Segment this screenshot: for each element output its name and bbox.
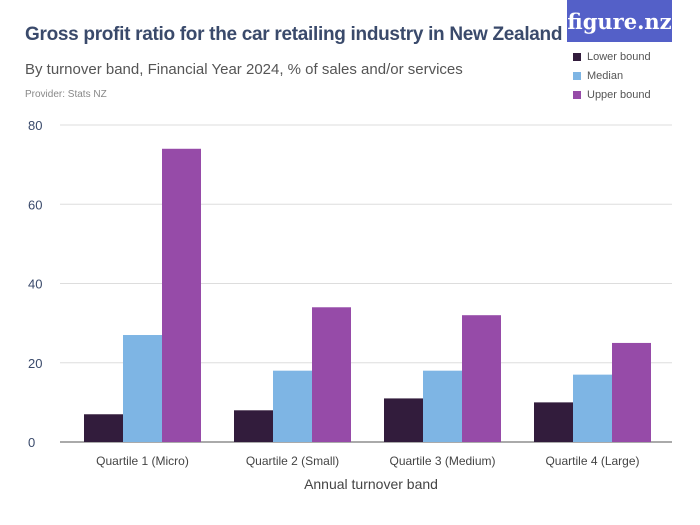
y-tick-label: 60 bbox=[28, 197, 42, 212]
legend-item: Lower bound bbox=[573, 47, 651, 66]
bar[interactable] bbox=[162, 148, 201, 442]
x-tick-label: Quartile 3 (Medium) bbox=[389, 454, 495, 468]
legend-swatch bbox=[573, 71, 581, 80]
bar[interactable] bbox=[234, 410, 273, 442]
legend-label: Upper bound bbox=[587, 88, 651, 101]
x-tick-label: Quartile 2 (Small) bbox=[246, 454, 339, 468]
chart-subtitle: By turnover band, Financial Year 2024, %… bbox=[25, 61, 463, 78]
bar[interactable] bbox=[384, 398, 423, 442]
legend-item: Upper bound bbox=[573, 85, 651, 104]
y-tick-label: 80 bbox=[28, 118, 42, 133]
bar[interactable] bbox=[573, 374, 612, 442]
bar[interactable] bbox=[462, 315, 501, 442]
bar[interactable] bbox=[423, 370, 462, 442]
bar[interactable] bbox=[612, 342, 651, 442]
y-tick-label: 0 bbox=[28, 435, 35, 450]
x-tick-label: Quartile 1 (Micro) bbox=[96, 454, 189, 468]
figure-nz-logo[interactable]: figure.nz bbox=[567, 0, 672, 42]
legend-item: Median bbox=[573, 66, 651, 85]
bar[interactable] bbox=[123, 335, 162, 442]
legend: Lower bound Median Upper bound bbox=[573, 47, 651, 104]
bar[interactable] bbox=[84, 414, 123, 442]
chart-title: Gross profit ratio for the car retailing… bbox=[25, 24, 563, 45]
legend-label: Median bbox=[587, 69, 624, 82]
provider: Provider: Stats NZ bbox=[25, 89, 107, 100]
bar[interactable] bbox=[312, 307, 351, 442]
x-tick-label: Quartile 4 (Large) bbox=[545, 454, 639, 468]
y-tick-label: 20 bbox=[28, 356, 42, 371]
y-tick-label: 40 bbox=[28, 277, 42, 292]
legend-label: Lower bound bbox=[587, 50, 651, 63]
x-axis-label: Annual turnover band bbox=[304, 476, 438, 492]
bar[interactable] bbox=[273, 370, 312, 442]
bar[interactable] bbox=[534, 402, 573, 442]
legend-swatch bbox=[573, 52, 581, 61]
legend-swatch bbox=[573, 90, 581, 99]
